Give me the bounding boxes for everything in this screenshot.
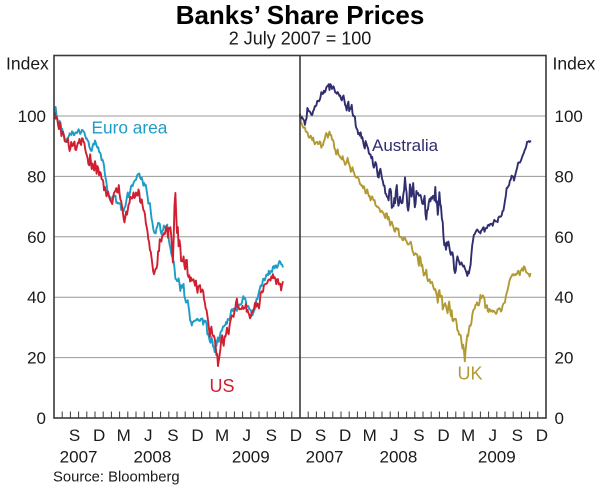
svg-text:2009: 2009 (232, 448, 270, 467)
svg-text:100: 100 (555, 107, 583, 126)
svg-text:D: D (191, 426, 203, 445)
svg-text:2007: 2007 (306, 448, 344, 467)
svg-text:Index: Index (553, 54, 596, 74)
svg-text:UK: UK (458, 364, 483, 384)
svg-text:80: 80 (27, 167, 46, 186)
svg-text:J: J (242, 426, 251, 445)
svg-text:J: J (390, 426, 399, 445)
svg-text:J: J (488, 426, 497, 445)
svg-text:Index: Index (6, 54, 49, 74)
svg-text:M: M (215, 426, 229, 445)
svg-text:2009: 2009 (478, 448, 516, 467)
svg-text:D: D (536, 426, 548, 445)
svg-text:M: M (363, 426, 377, 445)
svg-text:20: 20 (555, 349, 574, 368)
svg-text:2 July 2007 = 100: 2 July 2007 = 100 (229, 29, 372, 49)
svg-text:S: S (266, 426, 277, 445)
svg-text:J: J (144, 426, 153, 445)
svg-text:40: 40 (27, 288, 46, 307)
svg-text:60: 60 (555, 228, 574, 247)
svg-text:S: S (512, 426, 523, 445)
svg-text:2007: 2007 (60, 448, 98, 467)
svg-text:D: D (437, 426, 449, 445)
svg-text:Australia: Australia (372, 136, 439, 155)
svg-text:S: S (413, 426, 424, 445)
svg-text:2008: 2008 (379, 448, 417, 467)
svg-text:80: 80 (555, 167, 574, 186)
svg-text:60: 60 (27, 228, 46, 247)
svg-text:S: S (167, 426, 178, 445)
svg-text:US: US (210, 376, 235, 396)
svg-text:100: 100 (18, 107, 46, 126)
svg-text:D: D (290, 426, 302, 445)
svg-text:M: M (461, 426, 475, 445)
svg-text:D: D (93, 426, 105, 445)
svg-text:Banks’ Share Prices: Banks’ Share Prices (176, 0, 425, 30)
svg-text:40: 40 (555, 288, 574, 307)
svg-text:D: D (339, 426, 351, 445)
svg-text:20: 20 (27, 349, 46, 368)
svg-text:0: 0 (37, 409, 46, 428)
svg-text:Source: Bloomberg: Source: Bloomberg (53, 470, 180, 486)
svg-text:M: M (117, 426, 131, 445)
svg-text:0: 0 (555, 409, 564, 428)
svg-text:S: S (315, 426, 326, 445)
svg-text:S: S (69, 426, 80, 445)
svg-text:2008: 2008 (133, 448, 171, 467)
svg-text:Euro area: Euro area (92, 118, 168, 138)
